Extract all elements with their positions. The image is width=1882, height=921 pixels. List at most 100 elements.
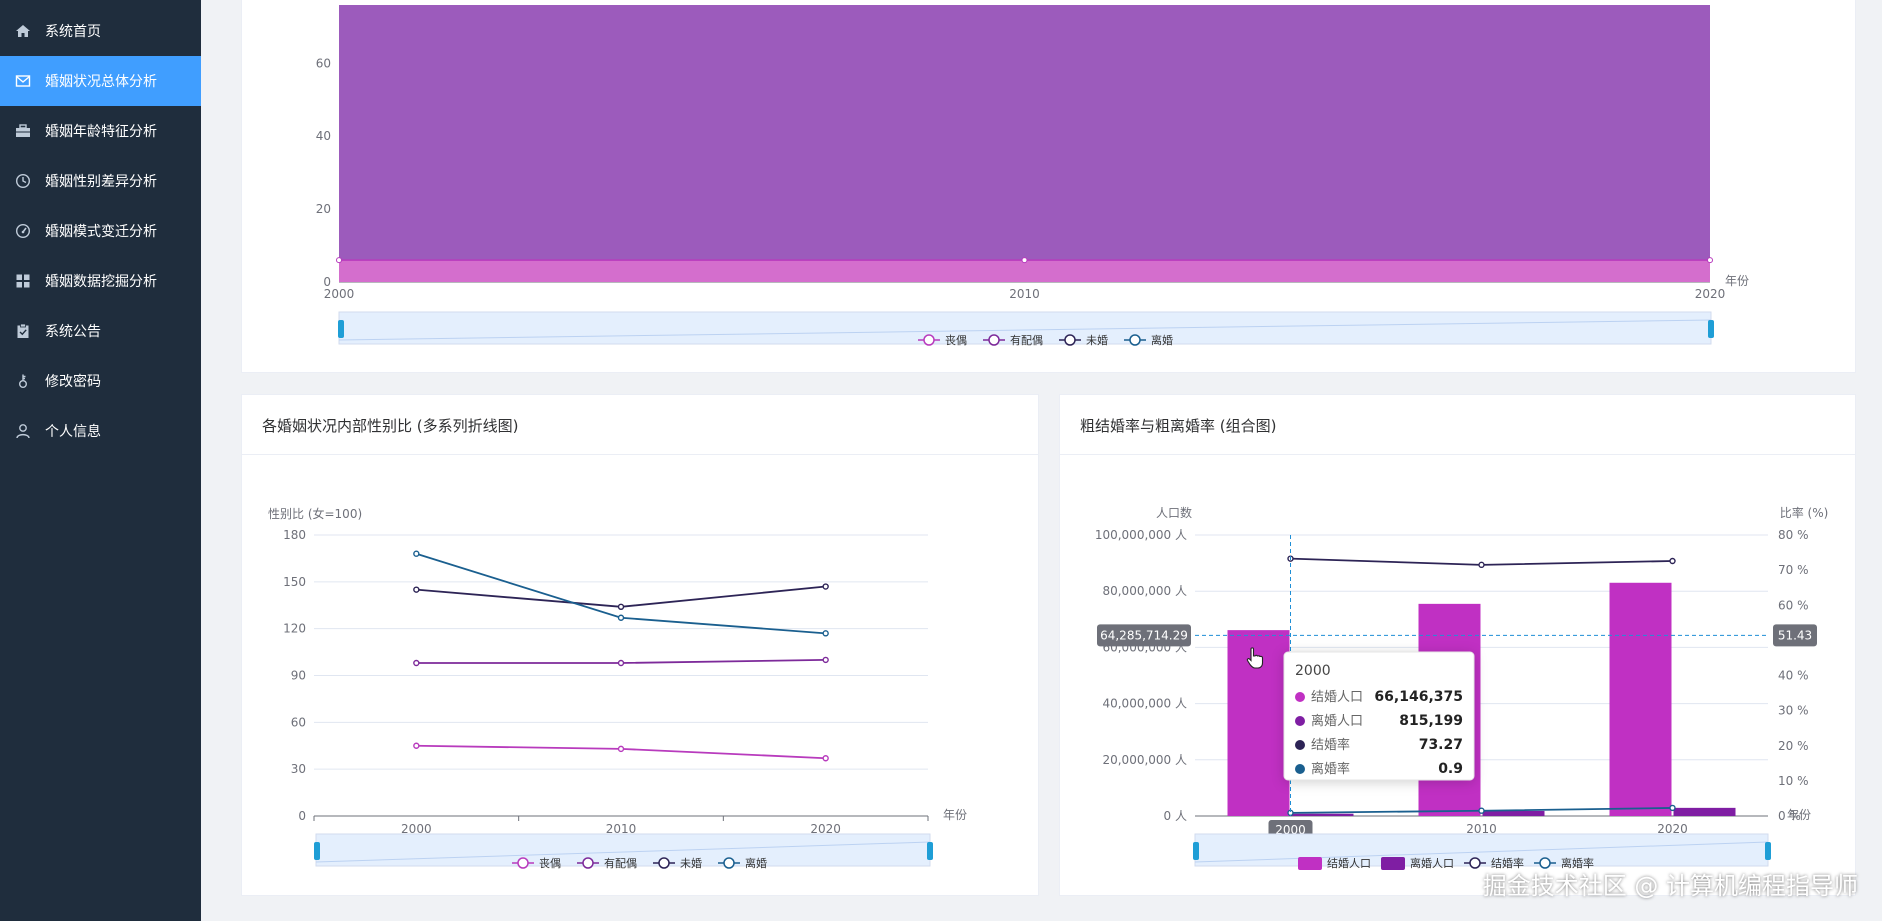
legend-item[interactable]: 丧偶 bbox=[512, 857, 561, 870]
legend-item[interactable]: 离婚率 bbox=[1534, 856, 1594, 870]
sidebar-item-label: 系统公告 bbox=[45, 324, 101, 340]
y-right-tick-label: 30 % bbox=[1778, 704, 1809, 718]
svg-text:815,199: 815,199 bbox=[1399, 713, 1463, 729]
datazoom-handle-left[interactable] bbox=[1193, 842, 1199, 860]
sidebar: 系统首页 婚姻状况总体分析 婚姻年龄特征分析 婚姻性别差异分析 婚姻模式变迁分析… bbox=[0, 0, 201, 921]
legend-item[interactable]: 未婚 bbox=[653, 856, 702, 870]
svg-text:未婚: 未婚 bbox=[1086, 333, 1108, 347]
y-tick-label: 180 bbox=[283, 528, 306, 542]
x-tick-label: 2000 bbox=[401, 822, 432, 836]
svg-text:64,285,714.29: 64,285,714.29 bbox=[1100, 628, 1188, 642]
y-left-tick-label: 100,000,000 人 bbox=[1095, 528, 1187, 542]
bar-divorce[interactable] bbox=[1291, 813, 1354, 816]
data-point[interactable] bbox=[1021, 257, 1028, 264]
tooltip-row: 离婚人口 815,199 bbox=[1295, 713, 1463, 729]
y-axis-right-label: 比率 (%) bbox=[1780, 505, 1829, 520]
data-point[interactable] bbox=[617, 745, 625, 753]
datazoom-slider[interactable] bbox=[1193, 833, 1771, 867]
tooltip-row: 结婚率 73.27 bbox=[1295, 737, 1463, 753]
sidebar-item-label: 个人信息 bbox=[45, 424, 101, 440]
sidebar-item-announcement[interactable]: 系统公告 bbox=[0, 306, 201, 356]
y-tick-label: 150 bbox=[283, 575, 306, 589]
data-point[interactable] bbox=[413, 659, 420, 667]
x-axis-label: 年份 bbox=[1787, 808, 1811, 822]
data-point[interactable] bbox=[822, 630, 829, 637]
x-axis-label: 年份 bbox=[1725, 274, 1749, 288]
data-point[interactable] bbox=[1707, 257, 1713, 264]
y-tick-label: 60 bbox=[316, 56, 331, 70]
y-axis-left-label: 人口数 bbox=[1156, 505, 1192, 520]
data-point[interactable] bbox=[336, 257, 342, 264]
marriage-rate-combo-card: 粗结婚率与粗离婚率 (组合图) 人口数 比率 (%) 年份 0 人 20,000,… bbox=[1059, 394, 1856, 896]
y-tick-label: 120 bbox=[283, 622, 306, 636]
legend-item[interactable]: 离婚 bbox=[1124, 333, 1173, 347]
datazoom-handle-right[interactable] bbox=[1765, 842, 1771, 860]
legend-item[interactable]: 丧偶 bbox=[918, 334, 967, 347]
gender-ratio-line-card: 各婚姻状况内部性别比 (多系列折线图) 性别比 (女=100) 年份 0 30 60… bbox=[241, 394, 1039, 896]
svg-text:结婚率: 结婚率 bbox=[1311, 737, 1350, 753]
line-series bbox=[413, 656, 829, 667]
sidebar-item-change-password[interactable]: 修改密码 bbox=[0, 356, 201, 406]
card-header: 粗结婚率与粗离婚率 (组合图) bbox=[1060, 395, 1855, 455]
data-point[interactable] bbox=[617, 659, 625, 667]
y-right-tick-label: 0 % bbox=[1778, 809, 1801, 823]
data-point[interactable] bbox=[413, 586, 420, 593]
sidebar-item-gender-diff[interactable]: 婚姻性别差异分析 bbox=[0, 156, 201, 206]
datazoom-handle-left[interactable] bbox=[314, 842, 320, 860]
sidebar-item-home[interactable]: 系统首页 bbox=[0, 6, 201, 56]
card-title: 各婚姻状况内部性别比 (多系列折线图) bbox=[262, 417, 519, 435]
sidebar-item-age-features[interactable]: 婚姻年龄特征分析 bbox=[0, 106, 201, 156]
svg-text:丧偶: 丧偶 bbox=[539, 857, 561, 870]
svg-text:离婚: 离婚 bbox=[745, 856, 767, 870]
data-point[interactable] bbox=[822, 755, 829, 762]
y-axis-label: 性别比 (女=100) bbox=[268, 506, 362, 521]
sidebar-item-data-mining[interactable]: 婚姻数据挖掘分析 bbox=[0, 256, 201, 306]
mail-icon bbox=[15, 73, 31, 89]
data-point[interactable] bbox=[413, 742, 420, 749]
grid-icon bbox=[15, 273, 31, 289]
data-point[interactable] bbox=[822, 583, 829, 590]
datazoom-handle-right[interactable] bbox=[927, 842, 933, 860]
legend-item[interactable]: 结婚率 bbox=[1464, 856, 1524, 870]
line-series bbox=[1287, 555, 1676, 569]
datazoom-handle-right[interactable] bbox=[1708, 320, 1714, 338]
tooltip-row: 离婚率 0.9 bbox=[1295, 761, 1463, 777]
clipboard-icon bbox=[15, 323, 31, 339]
bar-divorce[interactable] bbox=[1482, 810, 1545, 816]
data-point[interactable] bbox=[617, 614, 625, 621]
crosshair-left-label: 64,285,714.29 bbox=[1097, 624, 1191, 647]
bar-divorce[interactable] bbox=[1673, 807, 1736, 816]
data-point[interactable] bbox=[1669, 557, 1676, 565]
sidebar-item-profile[interactable]: 个人信息 bbox=[0, 406, 201, 456]
x-tick-label: 2020 bbox=[1657, 822, 1688, 836]
data-point[interactable] bbox=[413, 550, 420, 557]
data-point[interactable] bbox=[1478, 807, 1485, 814]
area-series-married bbox=[339, 5, 1710, 261]
clock-icon bbox=[15, 173, 31, 189]
legend-item[interactable]: 未婚 bbox=[1059, 333, 1108, 347]
datazoom-handle-left[interactable] bbox=[338, 320, 344, 338]
datazoom-slider[interactable] bbox=[338, 311, 1714, 345]
data-point[interactable] bbox=[617, 603, 625, 611]
bar-marriage[interactable] bbox=[1609, 582, 1672, 816]
legend-item[interactable]: 离婚 bbox=[718, 856, 767, 870]
y-tick-label: 0 bbox=[298, 809, 306, 823]
tooltip-title: 2000 bbox=[1295, 663, 1331, 679]
legend-item[interactable]: 有配偶 bbox=[577, 856, 637, 870]
sidebar-item-label: 婚姻状况总体分析 bbox=[45, 74, 157, 90]
data-point[interactable] bbox=[1669, 804, 1676, 812]
legend-item[interactable]: 离婚人口 bbox=[1381, 856, 1454, 870]
data-point[interactable] bbox=[822, 656, 829, 664]
legend-item[interactable]: 结婚人口 bbox=[1298, 856, 1371, 870]
y-tick-label: 90 bbox=[291, 669, 306, 683]
legend-item[interactable]: 有配偶 bbox=[983, 333, 1043, 347]
data-point[interactable] bbox=[1478, 561, 1485, 569]
y-tick-label: 30 bbox=[291, 762, 306, 776]
key-icon bbox=[15, 373, 31, 389]
sidebar-item-marriage-overall[interactable]: 婚姻状况总体分析 bbox=[0, 56, 201, 106]
sidebar-item-mode-change[interactable]: 婚姻模式变迁分析 bbox=[0, 206, 201, 256]
watermark: 掘金技术社区 @ 计算机编程指导师 bbox=[1482, 872, 1858, 900]
datazoom-slider[interactable] bbox=[314, 833, 933, 867]
briefcase-icon bbox=[15, 123, 31, 139]
svg-text:0.9: 0.9 bbox=[1438, 761, 1463, 777]
